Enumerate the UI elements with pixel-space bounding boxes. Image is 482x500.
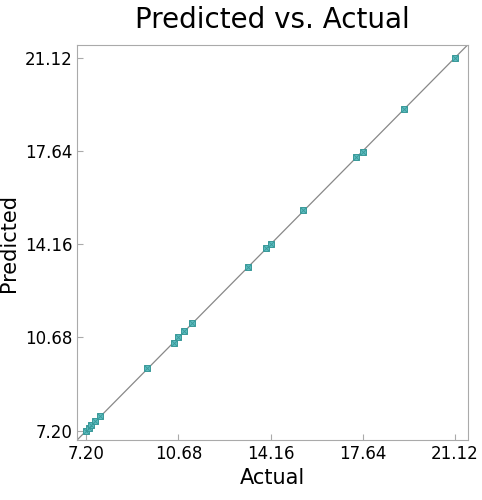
- Point: [244, 262, 252, 270]
- Point: [400, 104, 408, 112]
- Point: [180, 327, 188, 335]
- Point: [174, 334, 182, 342]
- X-axis label: Actual: Actual: [240, 468, 305, 488]
- Point: [359, 148, 367, 156]
- Point: [359, 148, 367, 156]
- Point: [300, 206, 308, 214]
- Point: [170, 339, 177, 347]
- Point: [352, 153, 360, 161]
- Y-axis label: Predicted: Predicted: [0, 194, 19, 292]
- Point: [87, 420, 95, 428]
- Title: Predicted vs. Actual: Predicted vs. Actual: [135, 6, 410, 34]
- Point: [82, 426, 90, 434]
- Point: [91, 417, 99, 425]
- Point: [267, 240, 274, 248]
- Point: [188, 319, 196, 327]
- Point: [85, 424, 93, 432]
- Point: [85, 424, 93, 432]
- Point: [144, 364, 151, 372]
- Point: [263, 244, 270, 252]
- Point: [87, 420, 95, 428]
- Point: [180, 327, 188, 335]
- Point: [244, 262, 252, 270]
- Point: [451, 54, 459, 62]
- Point: [451, 54, 459, 62]
- Point: [400, 104, 408, 112]
- Point: [174, 334, 182, 342]
- Point: [300, 206, 308, 214]
- Point: [96, 412, 104, 420]
- Point: [144, 364, 151, 372]
- Point: [82, 426, 90, 434]
- Point: [352, 153, 360, 161]
- Point: [188, 319, 196, 327]
- Point: [267, 240, 274, 248]
- Point: [91, 417, 99, 425]
- Point: [170, 339, 177, 347]
- Point: [263, 244, 270, 252]
- Point: [96, 412, 104, 420]
